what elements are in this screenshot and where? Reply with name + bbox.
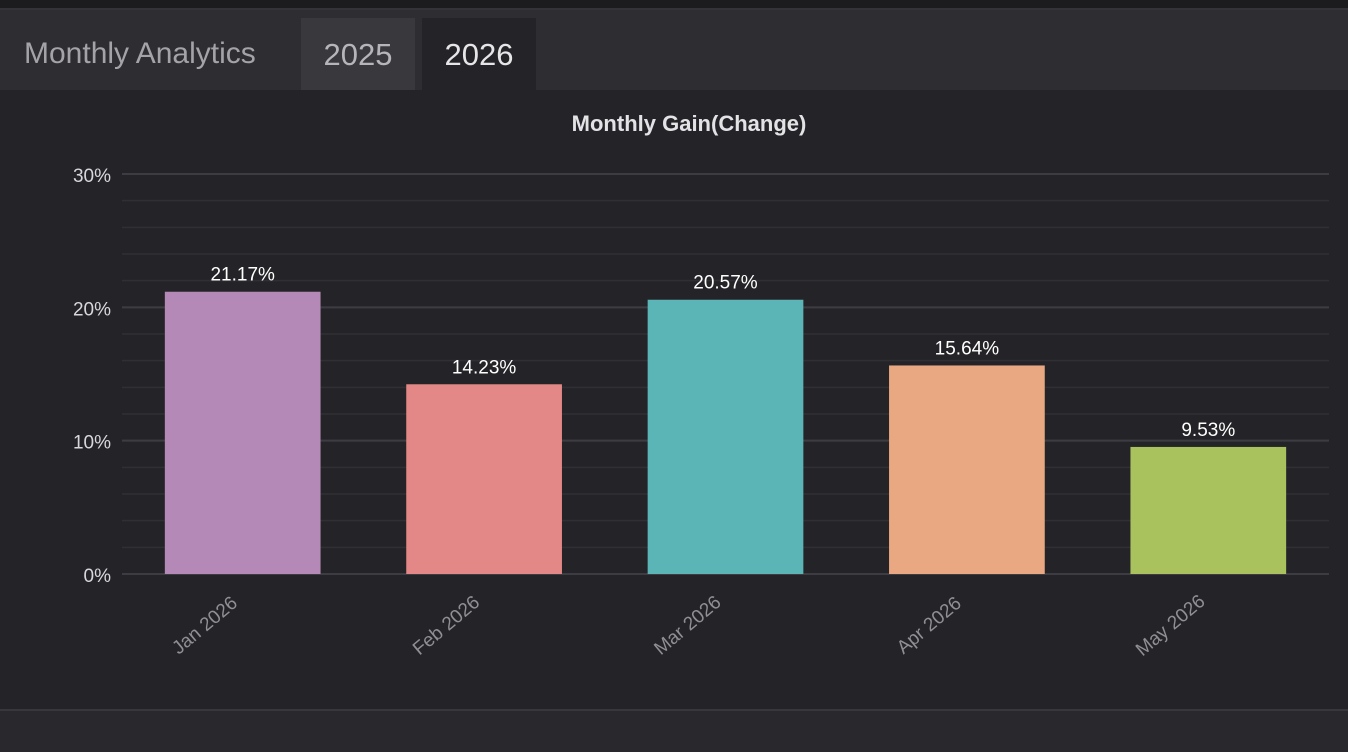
- bar[interactable]: [406, 384, 562, 574]
- x-tick-label: Mar 2026: [650, 592, 725, 660]
- x-tick-label: Jan 2026: [168, 593, 241, 659]
- data-label: 9.53%: [1181, 420, 1235, 441]
- data-label: 15.64%: [935, 338, 1000, 359]
- bars: [164, 291, 1287, 574]
- y-tick-label: 10%: [73, 433, 111, 454]
- x-axis: Jan 2026 Feb 2026 Mar 2026 Apr 2026 May 2026: [168, 591, 1209, 661]
- x-tick-label: May 2026: [1132, 591, 1209, 661]
- y-tick-label: 30%: [73, 166, 111, 187]
- tab-2025[interactable]: 2025: [301, 18, 415, 90]
- x-tick-label: Apr 2026: [893, 593, 966, 659]
- data-label: 21.17%: [210, 265, 275, 286]
- data-label: 20.57%: [693, 273, 758, 294]
- top-strip: [0, 0, 1348, 10]
- chart-title: Monthly Gain(Change): [572, 111, 807, 136]
- bar[interactable]: [889, 365, 1045, 574]
- y-axis: 0% 10% 20% 30%: [73, 166, 111, 587]
- bar[interactable]: [1130, 446, 1287, 574]
- bar-chart: Monthly Gain(Change) 0% 10% 20% 30% 21.17% 1…: [73, 111, 1329, 661]
- page-title: Monthly Analytics: [24, 37, 256, 70]
- y-tick-label: 0%: [84, 566, 112, 587]
- tab-2026[interactable]: 2026: [422, 18, 536, 90]
- bottom-bar: [0, 709, 1348, 752]
- bar[interactable]: [164, 291, 321, 574]
- x-tick-label: Feb 2026: [409, 592, 484, 660]
- header-bar: Monthly Analytics 2025 2026: [0, 10, 1348, 90]
- data-label: 14.23%: [452, 357, 517, 378]
- data-labels: 21.17% 14.23% 20.57% 15.64% 9.53%: [210, 265, 1235, 441]
- chart-area: Monthly Gain(Change) 0% 10% 20% 30% 21.17% 1…: [0, 90, 1348, 710]
- bar[interactable]: [647, 299, 804, 574]
- y-tick-label: 20%: [73, 299, 111, 320]
